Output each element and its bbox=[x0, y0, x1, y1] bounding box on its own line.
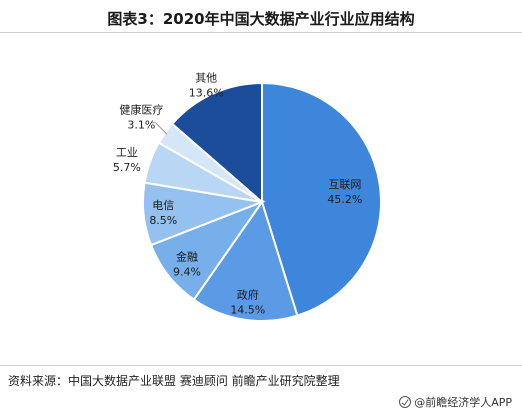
source-note: 资料来源：中国大数据产业联盟 赛迪顾问 前瞻产业研究院整理 bbox=[8, 374, 340, 388]
slice-value-internet: 45.2% bbox=[327, 193, 362, 206]
leader-line-healthcare bbox=[151, 122, 168, 135]
slice-label-government: 政府 bbox=[237, 288, 259, 302]
slice-label-other: 其他 bbox=[195, 71, 217, 84]
slice-value-telecom: 8.5% bbox=[149, 214, 177, 227]
top-divider bbox=[0, 32, 522, 33]
slice-value-government: 14.5% bbox=[230, 304, 265, 317]
slice-value-healthcare: 3.1% bbox=[127, 119, 155, 132]
chart-title: 图表3：2020年中国大数据产业行业应用结构 bbox=[107, 10, 415, 28]
slice-value-industry: 5.7% bbox=[113, 161, 141, 174]
slice-label-finance: 金融 bbox=[176, 249, 198, 263]
slice-value-other: 13.6% bbox=[189, 86, 224, 99]
pie-slice-other bbox=[170, 81, 263, 205]
bottom-divider bbox=[0, 365, 522, 366]
pie-slice-internet bbox=[261, 81, 383, 317]
slice-label-internet: 互联网 bbox=[328, 178, 361, 191]
brand-credit: @前瞻经济学人APP bbox=[399, 394, 512, 410]
slice-value-finance: 9.4% bbox=[173, 265, 201, 278]
pie-slice-government bbox=[192, 199, 299, 322]
brand-credit-text: @前瞻经济学人APP bbox=[414, 396, 512, 409]
slice-label-healthcare: 健康医疗 bbox=[119, 103, 163, 117]
slice-label-industry: 工业 bbox=[116, 146, 138, 159]
pie-chart: 互联网 45.2% 政府 14.5% 金融 9.4% 电信 8.5% 工业 5.7% 健康医疗 3.1… bbox=[113, 71, 383, 322]
brand-logo-icon bbox=[399, 396, 412, 408]
slice-label-telecom: 电信 bbox=[152, 199, 174, 212]
